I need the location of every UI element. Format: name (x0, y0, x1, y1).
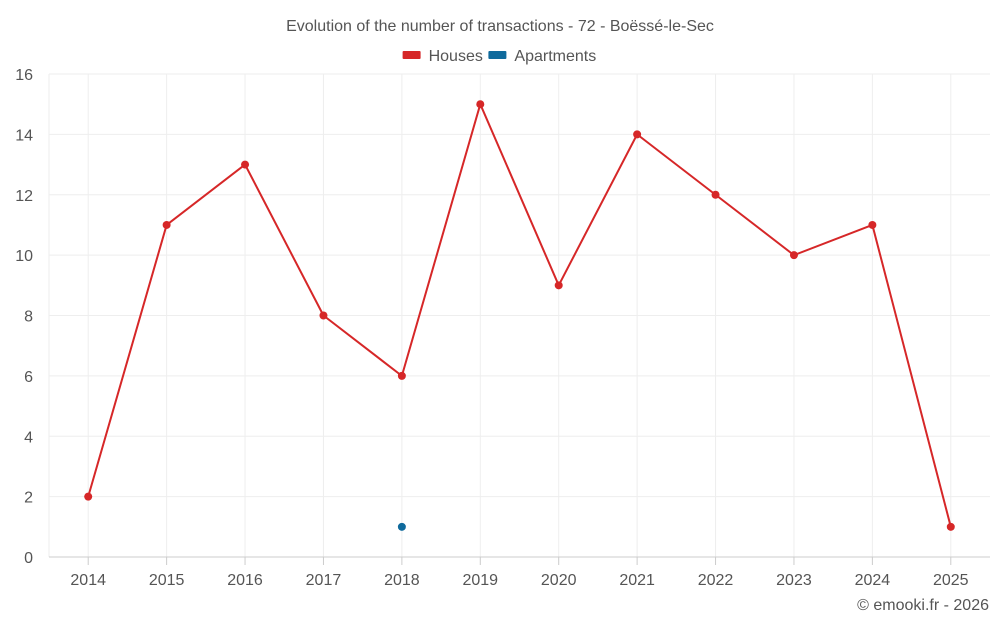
grid (48, 73, 990, 557)
data-point-houses (633, 130, 642, 139)
data-point-houses (711, 190, 720, 199)
data-point-houses (397, 371, 406, 380)
data-point-houses (319, 311, 328, 320)
x-tick-label: 2016 (227, 572, 263, 589)
series-line-houses (87, 103, 952, 528)
x-tick-label: 2022 (698, 572, 734, 589)
axes: 0 2 4 6 8 10 12 14 16 2014 2015 2016 2017 2018 2019 202… (15, 67, 990, 589)
data-point-houses (84, 492, 93, 501)
data-point-apartments (397, 522, 406, 531)
y-tick-label: 14 (15, 127, 33, 144)
data-point-houses (868, 220, 877, 229)
credit-text: © emooki.fr - 2026 (857, 597, 989, 614)
legend-label-houses: Houses (429, 48, 483, 65)
series-layer (84, 100, 955, 531)
y-tick-label: 12 (15, 188, 33, 205)
data-point-houses (476, 100, 485, 109)
y-tick-label: 16 (15, 67, 33, 84)
y-tick-label: 6 (24, 369, 33, 386)
x-tick-label: 2021 (619, 572, 655, 589)
x-tick-label: 2017 (306, 572, 342, 589)
legend-item-apartments[interactable]: Apartments (488, 48, 596, 65)
legend-swatch-apartments (488, 51, 507, 59)
x-tick-label: 2018 (384, 572, 420, 589)
x-tick-label: 2025 (933, 572, 969, 589)
x-tick-label: 2015 (149, 572, 185, 589)
data-point-houses (162, 220, 171, 229)
y-tick-label: 10 (15, 248, 33, 265)
x-tick-label: 2019 (462, 572, 498, 589)
x-tick-label: 2024 (855, 572, 891, 589)
x-tick-label: 2020 (541, 572, 577, 589)
data-point-houses (789, 251, 798, 260)
data-point-houses (241, 160, 250, 169)
x-tick-label: 2014 (70, 572, 106, 589)
y-tick-label: 2 (24, 490, 33, 507)
legend-swatch-houses (402, 51, 421, 59)
legend-item-houses[interactable]: Houses (402, 48, 483, 65)
x-tick-label: 2023 (776, 572, 812, 589)
y-tick-label: 4 (24, 429, 33, 446)
y-tick-label: 0 (24, 550, 33, 567)
legend-label-apartments: Apartments (514, 48, 596, 65)
legend[interactable]: Houses Apartments (402, 48, 597, 65)
data-point-houses (554, 281, 563, 290)
chart-title: Evolution of the number of transactions … (286, 18, 714, 35)
y-tick-label: 8 (24, 309, 33, 326)
data-point-houses (946, 522, 955, 531)
